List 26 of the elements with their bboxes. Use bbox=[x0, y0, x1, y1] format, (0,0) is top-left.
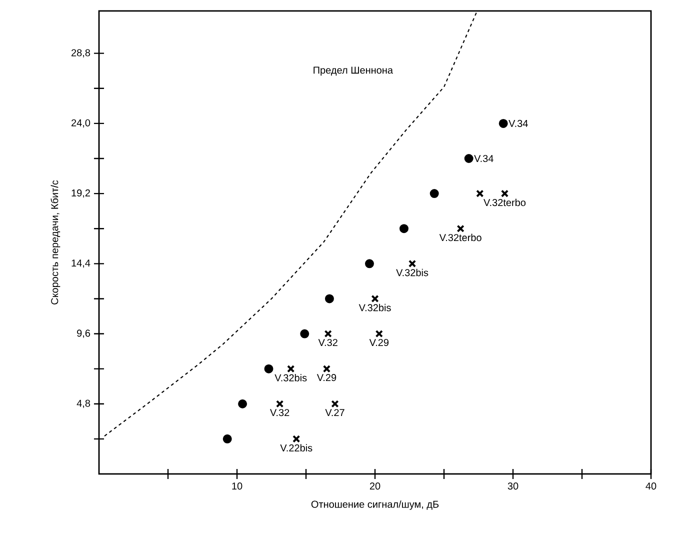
y-tick-label: 24,0 bbox=[72, 119, 90, 128]
x-axis-title: Отношение сигнал/шум, дБ bbox=[311, 500, 439, 510]
data-label: V.32 bbox=[318, 338, 338, 346]
data-label: V.32terbo bbox=[439, 234, 482, 242]
data-label: V.34 bbox=[474, 154, 494, 162]
x-tick-label: 40 bbox=[646, 482, 656, 490]
x-tick-label: 10 bbox=[232, 482, 242, 490]
data-label: V.27 bbox=[325, 409, 344, 416]
data-label: V.34 bbox=[508, 120, 528, 127]
data-label: V.32bis bbox=[358, 304, 391, 312]
data-label: V.32bis bbox=[274, 374, 307, 382]
data-label: V.32 bbox=[270, 409, 290, 416]
data-label: V.29 bbox=[369, 338, 389, 346]
y-tick-label: 9,6 bbox=[77, 330, 90, 338]
data-label: V.29 bbox=[316, 374, 336, 382]
y-tick-label: 19,2 bbox=[72, 189, 90, 198]
text: Предел Шеннона bbox=[314, 66, 393, 76]
y-axis-title: Скорость передачи, Кбит/с bbox=[50, 180, 60, 304]
y-tick-label: 14,4 bbox=[72, 260, 90, 268]
y-tick-label: 28,8 bbox=[72, 49, 90, 58]
x-tick-label: 20 bbox=[370, 482, 380, 490]
x-tick-label: 30 bbox=[508, 482, 518, 490]
data-label: V.32terbo bbox=[484, 198, 526, 206]
data-label: V.32bis bbox=[396, 268, 428, 276]
y-tick-label: 4,8 bbox=[76, 400, 90, 408]
data-label: V.22bis bbox=[280, 444, 312, 452]
